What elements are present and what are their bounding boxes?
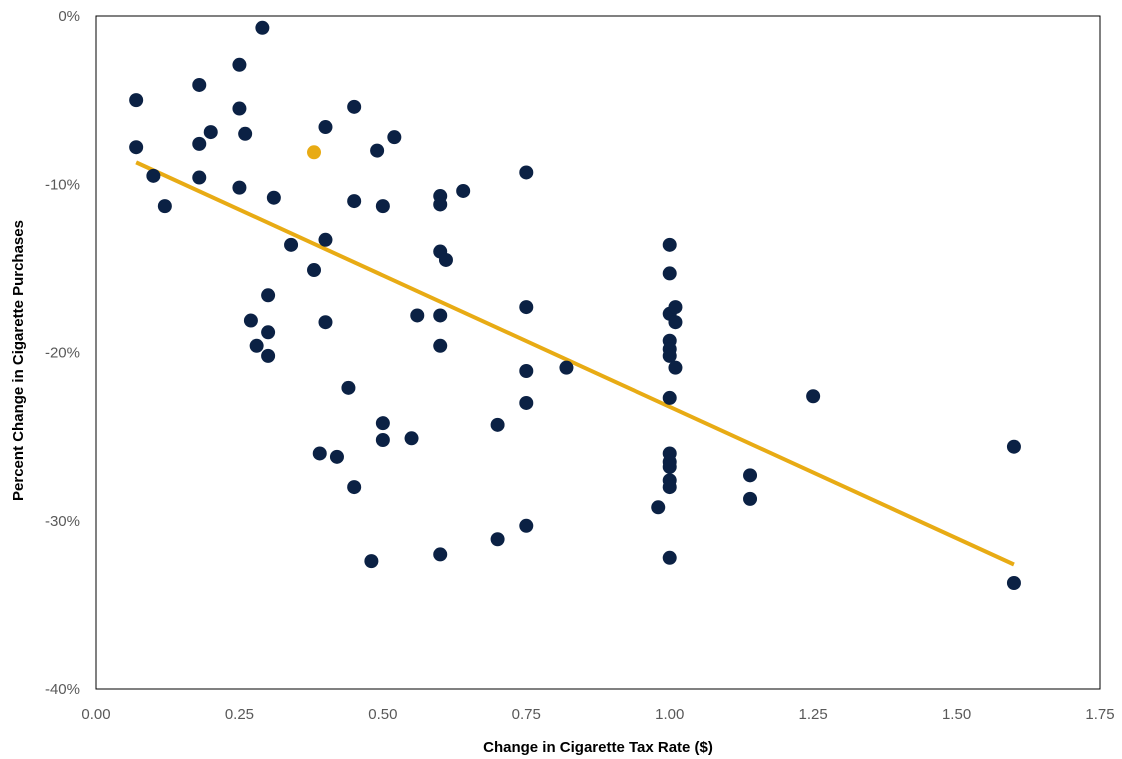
data-point (192, 136, 207, 151)
x-tick-label: 0.50 (368, 706, 397, 723)
data-points (129, 20, 1021, 591)
data-point (146, 168, 161, 183)
y-tick-label: -10% (45, 176, 80, 193)
data-point (375, 416, 390, 431)
data-point (329, 449, 344, 464)
data-point (662, 266, 677, 281)
data-point (243, 313, 258, 328)
data-point (490, 532, 505, 547)
data-point (662, 550, 677, 565)
data-point (668, 315, 683, 330)
x-tick-label: 0.25 (225, 706, 254, 723)
data-point (662, 480, 677, 495)
data-point (232, 57, 247, 72)
x-tick-label: 0.00 (81, 706, 110, 723)
data-point (456, 183, 471, 198)
data-point (1006, 576, 1021, 591)
x-tick-label: 0.75 (512, 706, 541, 723)
data-point (662, 348, 677, 363)
x-tick-label: 1.75 (1085, 706, 1114, 723)
data-point (743, 468, 758, 483)
data-point (129, 93, 144, 108)
data-point (249, 338, 264, 353)
data-point (387, 130, 402, 145)
data-point (347, 99, 362, 114)
x-tick-label: 1.50 (942, 706, 971, 723)
data-point (203, 125, 218, 140)
data-point (307, 263, 322, 278)
data-point (662, 237, 677, 252)
data-point (433, 338, 448, 353)
data-point (668, 360, 683, 375)
y-tick-label: -30% (45, 513, 80, 530)
data-point (410, 308, 425, 323)
data-point (347, 194, 362, 209)
data-point (232, 180, 247, 195)
data-point (255, 20, 270, 35)
data-point (519, 518, 534, 533)
data-point (375, 432, 390, 447)
data-point (433, 197, 448, 212)
data-point (284, 237, 299, 252)
data-point (370, 143, 385, 158)
data-point (662, 459, 677, 474)
data-point (364, 554, 379, 569)
data-point (375, 199, 390, 214)
x-axis-title: Change in Cigarette Tax Rate ($) (483, 739, 713, 756)
data-point (404, 431, 419, 446)
highlighted-data-point (307, 145, 322, 160)
x-tick-label: 1.00 (655, 706, 684, 723)
data-point (192, 170, 207, 185)
data-point (232, 101, 247, 116)
plot-area-frame (95, 15, 1101, 690)
data-point (341, 380, 356, 395)
data-point (519, 165, 534, 180)
data-point (519, 300, 534, 315)
data-point (238, 126, 253, 141)
data-point (318, 120, 333, 135)
y-axis-title: Percent Change in Cigarette Purchases (10, 220, 27, 501)
trendline (135, 160, 1015, 567)
data-point (806, 389, 821, 404)
data-point (192, 77, 207, 92)
data-point (519, 364, 534, 379)
data-point (318, 232, 333, 247)
y-tick-label: 0% (58, 8, 80, 25)
data-point (433, 308, 448, 323)
data-point (261, 288, 276, 303)
data-point (266, 190, 281, 205)
data-point (559, 360, 574, 375)
data-point (651, 500, 666, 515)
data-point (743, 491, 758, 506)
y-tick-label: -40% (45, 681, 80, 698)
data-point (129, 140, 144, 155)
x-axis-ticks: 0.00 0.25 0.50 0.75 1.00 1.25 1.50 1.75 (81, 706, 1114, 723)
data-point (433, 547, 448, 562)
data-point (1006, 439, 1021, 454)
y-tick-label: -20% (45, 345, 80, 362)
data-point (261, 325, 276, 340)
data-point (261, 348, 276, 363)
data-point (519, 395, 534, 410)
data-point (438, 252, 453, 267)
data-point (662, 390, 677, 405)
data-point (157, 199, 172, 214)
data-point (318, 315, 333, 330)
data-point (347, 480, 362, 495)
x-tick-label: 1.25 (799, 706, 828, 723)
y-axis-ticks: 0% -10% -20% -30% -40% (45, 8, 80, 698)
data-point (490, 417, 505, 432)
data-point (312, 446, 327, 461)
data-point (668, 300, 683, 315)
